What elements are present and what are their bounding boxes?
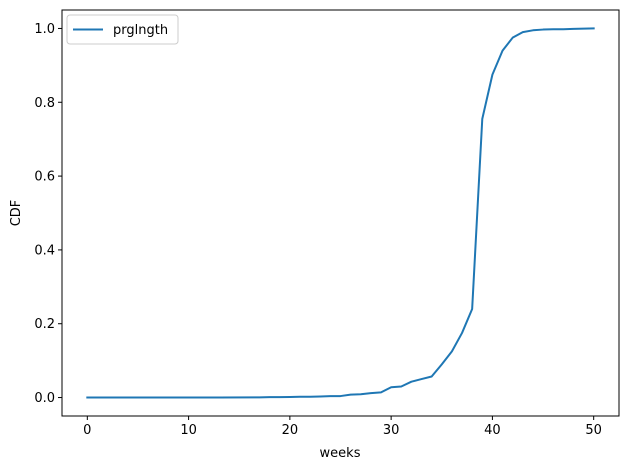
legend-box	[66, 14, 179, 45]
y-tick-label: 1.0	[34, 22, 55, 37]
x-axis-label: weeks	[320, 446, 361, 461]
legend: prglngth	[66, 14, 179, 45]
x-tick-label: 40	[484, 423, 501, 438]
y-tick-label: 0.8	[34, 96, 55, 111]
x-tick-label: 10	[180, 423, 197, 438]
x-tick-label: 30	[383, 423, 400, 438]
series-line-prglngth	[86, 27, 595, 399]
x-tick-label: 20	[282, 423, 299, 438]
x-tick-label: 0	[83, 423, 91, 438]
x-tick-label: 50	[585, 423, 602, 438]
y-tick-label: 0.0	[34, 391, 55, 406]
y-tick-label: 0.6	[34, 170, 55, 185]
y-axis-label: CDF	[9, 200, 24, 227]
y-tick-label: 0.2	[34, 317, 55, 332]
legend-label: prglngth	[113, 23, 168, 38]
y-tick-label: 0.4	[34, 243, 55, 258]
plot-frame	[61, 9, 620, 417]
